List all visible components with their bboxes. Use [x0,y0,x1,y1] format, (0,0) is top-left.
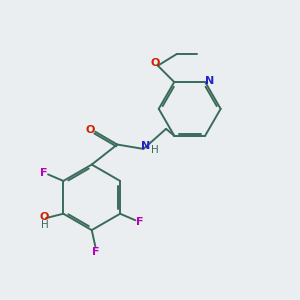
Text: N: N [141,141,151,152]
Text: F: F [92,247,99,256]
Text: O: O [151,58,160,68]
Text: O: O [85,125,94,135]
Text: H: H [40,220,48,230]
Text: F: F [136,217,143,227]
Text: N: N [205,76,214,85]
Text: O: O [40,212,49,222]
Text: F: F [40,168,47,178]
Text: H: H [151,145,159,154]
